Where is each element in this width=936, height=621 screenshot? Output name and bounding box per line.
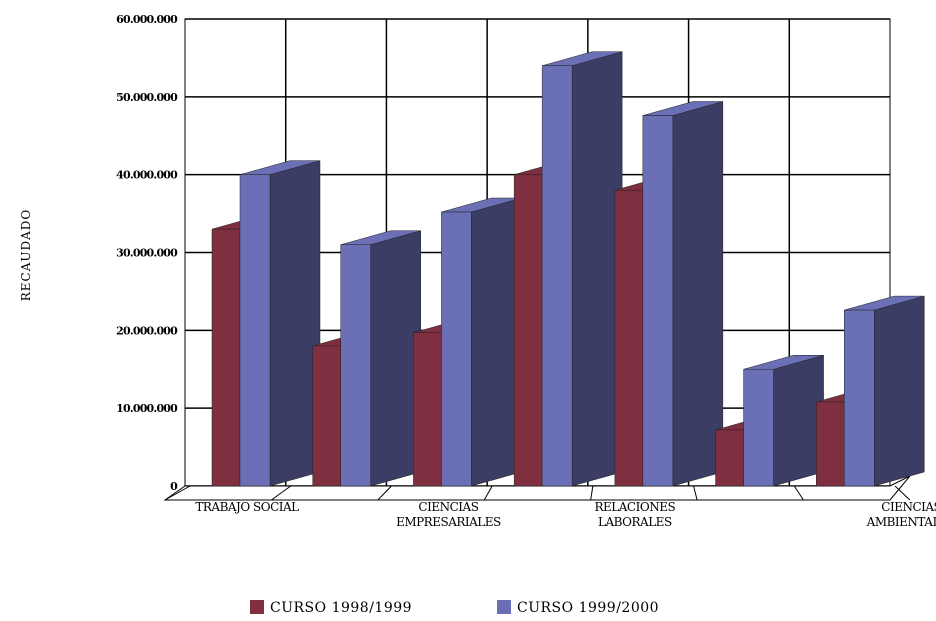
bar-face (672, 101, 724, 487)
bar-face (715, 429, 744, 487)
x-tick-label: CIENCIAS EMPRESARIALES (396, 500, 501, 529)
bar-face (239, 174, 271, 487)
bar-face (312, 345, 341, 487)
bar-face (614, 189, 644, 487)
bar-face (513, 174, 543, 487)
y-tick-label: 0 (170, 480, 178, 493)
bar (743, 354, 824, 487)
x-tick-label: RELACIONES LABORALES (594, 500, 676, 529)
legend-swatch (497, 600, 511, 614)
bar (239, 160, 321, 487)
bar (340, 230, 421, 487)
legend-swatch (250, 600, 264, 614)
floor-line (164, 485, 191, 501)
y-axis-title: RECAUDADO (19, 209, 33, 302)
bar (844, 295, 925, 487)
bar-face (816, 401, 845, 487)
bar (642, 101, 724, 487)
bar (541, 51, 623, 487)
y-tick-label: 40.000.000 (116, 169, 178, 182)
bar-face (642, 115, 674, 487)
bar-face (441, 211, 472, 487)
y-tick-label: 30.000.000 (116, 247, 178, 260)
bar-face (844, 309, 875, 487)
legend-label: CURSO 1998/1999 (270, 600, 412, 616)
x-tick-label: CIENCIAS AMBIENTALES (866, 500, 936, 529)
y-tick-label: 20.000.000 (116, 324, 178, 337)
floor-line (894, 485, 911, 501)
floor-line (590, 485, 594, 501)
y-tick-label: 50.000.000 (116, 91, 178, 104)
legend-label: CURSO 1999/2000 (517, 600, 659, 616)
x-tick-label: TRABAJO SOCIAL (195, 500, 299, 514)
bar-face (541, 65, 573, 487)
bar-face (874, 295, 925, 487)
bar-face (413, 332, 442, 487)
floor-line (483, 485, 493, 501)
y-tick-label: 10.000.000 (116, 402, 178, 415)
bar-face (211, 228, 241, 487)
bar-face (743, 369, 774, 487)
floor-line (793, 485, 804, 501)
floor-line (377, 485, 392, 501)
floor-line (271, 485, 292, 501)
y-tick-label: 60.000.000 (116, 13, 178, 26)
bar (441, 197, 522, 487)
floor-line (693, 485, 698, 501)
bar-face (340, 244, 371, 487)
